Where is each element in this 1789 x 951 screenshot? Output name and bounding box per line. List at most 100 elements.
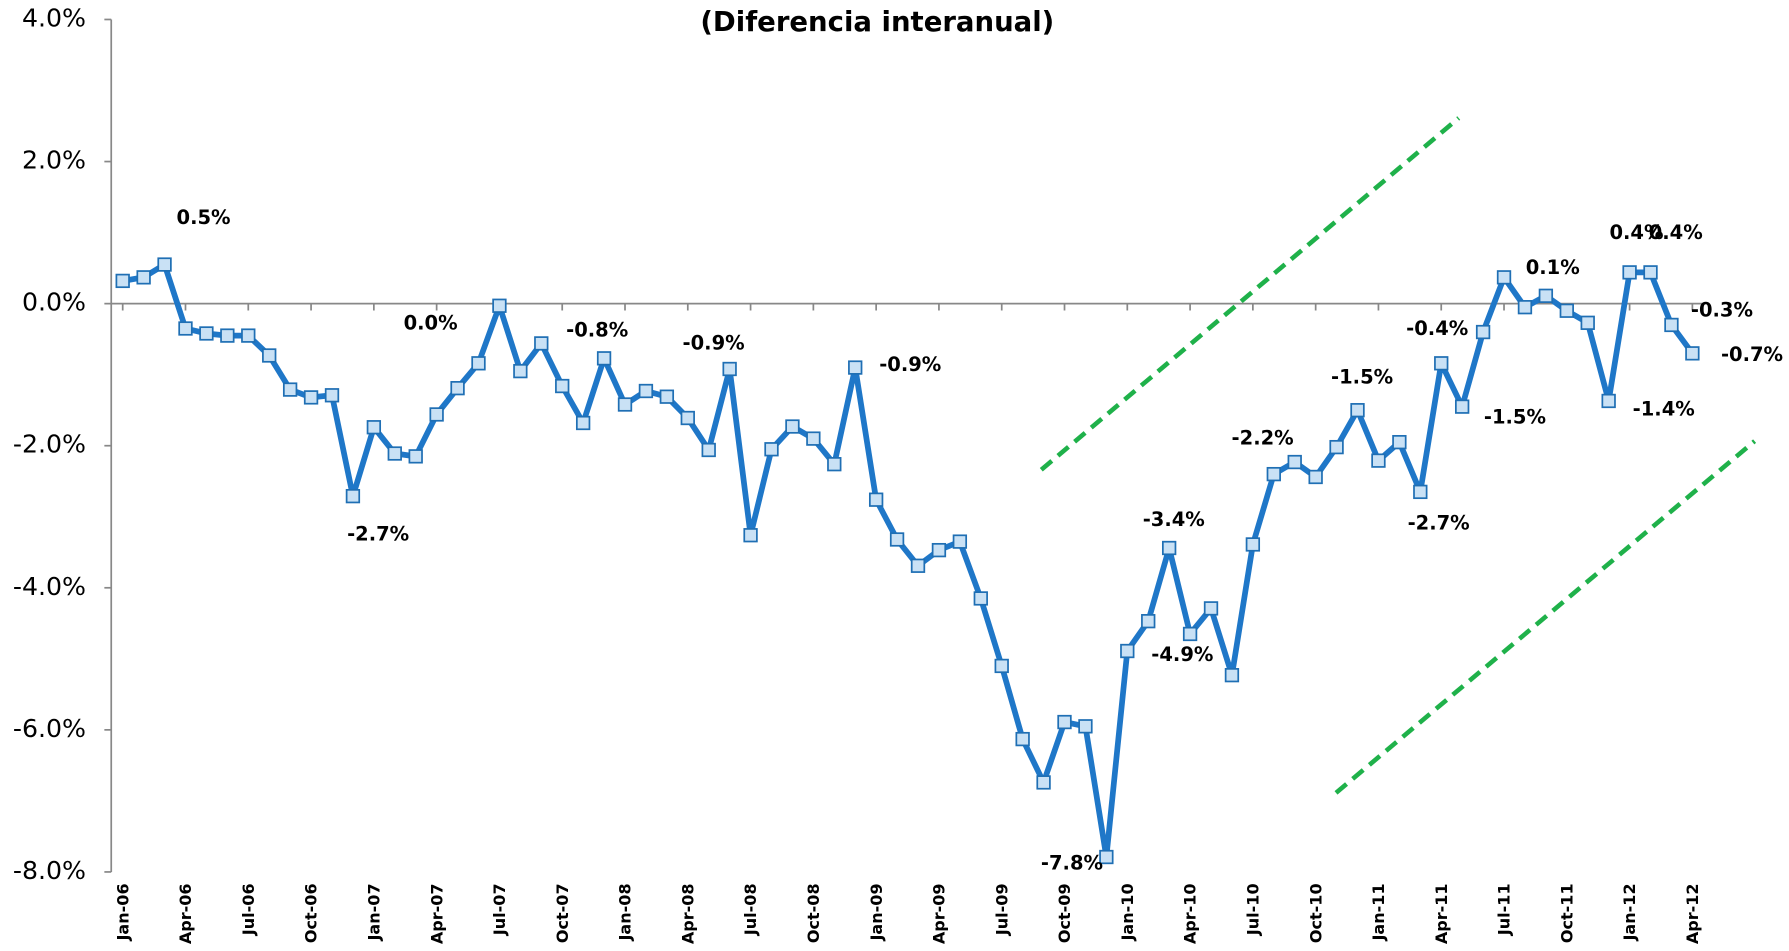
- chart-title: (Diferencia interanual): [700, 6, 1054, 38]
- trend-line: [1334, 439, 1757, 795]
- data-label: 0.0%: [404, 312, 458, 335]
- marker: [1057, 714, 1072, 730]
- x-tick-label: Oct-07: [553, 883, 572, 943]
- x-tick-label: Oct-11: [1557, 883, 1576, 943]
- marker: [1580, 315, 1595, 330]
- marker: [241, 328, 256, 343]
- x-tick-label: Apr-09: [930, 883, 949, 944]
- data-label: 0.4%: [1609, 221, 1663, 244]
- marker: [1266, 466, 1281, 482]
- x-tick-label: Oct-10: [1306, 883, 1325, 943]
- marker: [262, 348, 277, 363]
- marker: [785, 419, 800, 434]
- marker: [1203, 601, 1219, 616]
- marker: [1643, 265, 1658, 280]
- x-tick-label: Jul-10: [1244, 883, 1263, 936]
- marker: [450, 381, 465, 396]
- x-tick-label: Oct-09: [1055, 883, 1074, 943]
- marker: [1538, 288, 1554, 303]
- y-tick-label: 2.0%: [22, 146, 86, 175]
- trend-line: [1039, 116, 1461, 472]
- x-tick-label: Jan-11: [1369, 883, 1388, 941]
- marker: [1559, 303, 1574, 318]
- marker: [1287, 454, 1302, 470]
- x-tick-label: Apr-10: [1181, 883, 1200, 944]
- data-label: 0.5%: [177, 206, 231, 229]
- data-label: -2.7%: [347, 523, 409, 546]
- marker: [680, 410, 695, 426]
- marker: [617, 397, 633, 412]
- series-line: [122, 261, 1695, 860]
- x-tick-label: Apr-06: [176, 883, 195, 944]
- data-label: -1.4%: [1633, 398, 1695, 421]
- marker: [889, 532, 905, 547]
- marker: [659, 389, 675, 404]
- x-tick-label: Apr-07: [427, 883, 446, 944]
- marker: [555, 378, 570, 394]
- marker: [1078, 719, 1093, 734]
- marker: [1182, 626, 1198, 642]
- data-label: -0.3%: [1691, 299, 1753, 322]
- marker: [764, 442, 779, 457]
- y-tick-label: -8.0%: [13, 856, 86, 885]
- x-tick-label: Oct-08: [804, 883, 823, 943]
- data-label: 0.1%: [1526, 256, 1580, 279]
- data-label: -0.9%: [879, 353, 941, 376]
- marker: [1685, 346, 1700, 361]
- marker: [1392, 434, 1407, 450]
- marker: [1601, 393, 1616, 409]
- x-tick-label: Jul-07: [490, 883, 509, 936]
- marker: [1141, 614, 1156, 629]
- x-tick-label: Jan-06: [113, 883, 132, 941]
- x-tick-label: Apr-11: [1432, 883, 1451, 944]
- y-tick-label: 0.0%: [22, 288, 86, 317]
- marker: [1496, 270, 1512, 285]
- marker: [596, 351, 612, 366]
- marker: [282, 382, 298, 397]
- data-label: -2.2%: [1232, 427, 1294, 450]
- data-label: -0.8%: [566, 318, 628, 341]
- x-tick-label: Jan-09: [867, 883, 886, 941]
- data-label: -0.7%: [1721, 343, 1783, 366]
- marker: [199, 326, 214, 341]
- x-tick-label: Jan-08: [616, 883, 635, 941]
- marker: [220, 328, 235, 343]
- x-tick-label: Apr-12: [1683, 883, 1702, 944]
- data-label: -3.4%: [1143, 508, 1205, 531]
- x-tick-label: Jan-10: [1118, 883, 1137, 941]
- marker: [345, 488, 361, 504]
- x-tick-label: Jul-06: [239, 883, 258, 936]
- marker: [575, 415, 591, 431]
- marker: [492, 298, 507, 313]
- data-label: -0.4%: [1406, 317, 1468, 340]
- x-tick-label: Apr-08: [678, 883, 697, 944]
- marker: [994, 658, 1009, 674]
- marker: [1475, 324, 1491, 340]
- x-tick-label: Jul-11: [1495, 883, 1514, 936]
- data-label: 0.4%: [1649, 221, 1703, 244]
- marker: [534, 336, 549, 351]
- marker: [303, 390, 319, 405]
- marker: [868, 492, 884, 507]
- marker: [387, 446, 402, 461]
- marker: [366, 420, 382, 435]
- marker: [1329, 439, 1344, 455]
- x-tick-label: Oct-06: [302, 883, 321, 943]
- marker: [1434, 356, 1449, 371]
- data-label: -2.7%: [1408, 511, 1470, 534]
- marker: [827, 457, 842, 472]
- y-tick-label: -6.0%: [13, 714, 86, 743]
- marker: [806, 431, 821, 446]
- marker: [1371, 453, 1386, 468]
- marker: [952, 534, 968, 549]
- marker: [408, 449, 423, 464]
- marker: [722, 361, 737, 377]
- y-tick-label: 4.0%: [22, 3, 86, 32]
- marker: [1036, 775, 1051, 790]
- x-tick-label: Jan-07: [364, 883, 383, 941]
- x-tick-label: Jul-08: [741, 883, 760, 936]
- marker: [157, 257, 172, 272]
- y-tick-label: -4.0%: [13, 572, 86, 601]
- y-tick-label: -2.0%: [13, 430, 86, 459]
- marker: [1308, 469, 1323, 485]
